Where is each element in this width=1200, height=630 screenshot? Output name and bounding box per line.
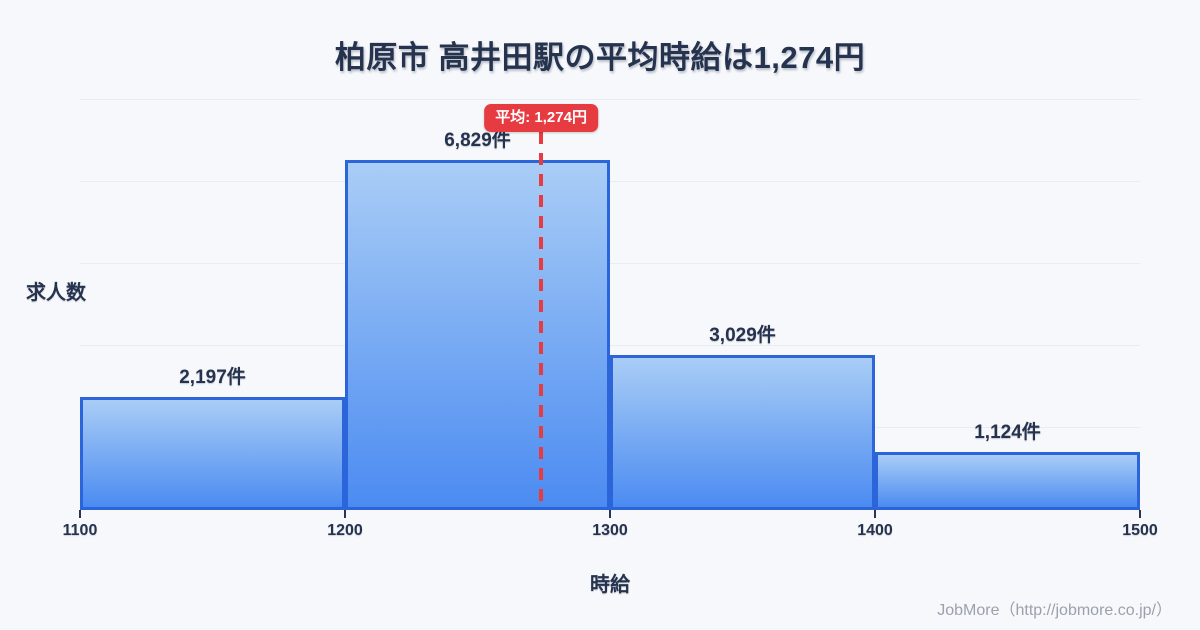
average-line: [539, 132, 544, 510]
histogram-bar: [80, 397, 345, 510]
plot-area: 平均: 1,274円 2,197件 6,829件 3,029件 1,124件 1100 1…: [63, 98, 1158, 539]
y-axis-label: 求人数: [26, 282, 86, 304]
gridline: [80, 263, 1140, 265]
gridline: [80, 345, 1140, 347]
x-axis-tick-label: 1500: [1122, 522, 1158, 539]
bar-value-label: 1,124件: [974, 422, 1041, 444]
x-axis-tick: [344, 510, 346, 518]
x-axis-tick-label: 1100: [62, 522, 98, 539]
x-axis-tick: [1139, 510, 1141, 518]
bar-value-label: 6,829件: [444, 130, 511, 152]
average-badge: 平均: 1,274円: [484, 104, 598, 132]
bar-value-label: 2,197件: [179, 367, 246, 389]
chart-title: 柏原市 高井田駅の平均時給は1,274円: [334, 40, 866, 75]
histogram-bar: [875, 452, 1140, 510]
x-axis-tick: [79, 510, 81, 518]
x-axis-tick-label: 1300: [592, 522, 628, 539]
x-axis-tick-label: 1400: [857, 522, 893, 539]
footer-credit: JobMore（http://jobmore.co.jp/）: [937, 602, 1172, 619]
bar-value-label: 3,029件: [709, 324, 776, 346]
x-axis-tick: [874, 510, 876, 518]
histogram-bar: [345, 160, 610, 510]
gridline: [80, 99, 1140, 101]
x-axis-label: 時給: [590, 574, 630, 596]
x-axis-tick: [609, 510, 611, 518]
x-axis-tick-label: 1200: [327, 522, 363, 539]
gridline: [80, 181, 1140, 183]
histogram-bar: [610, 354, 875, 510]
